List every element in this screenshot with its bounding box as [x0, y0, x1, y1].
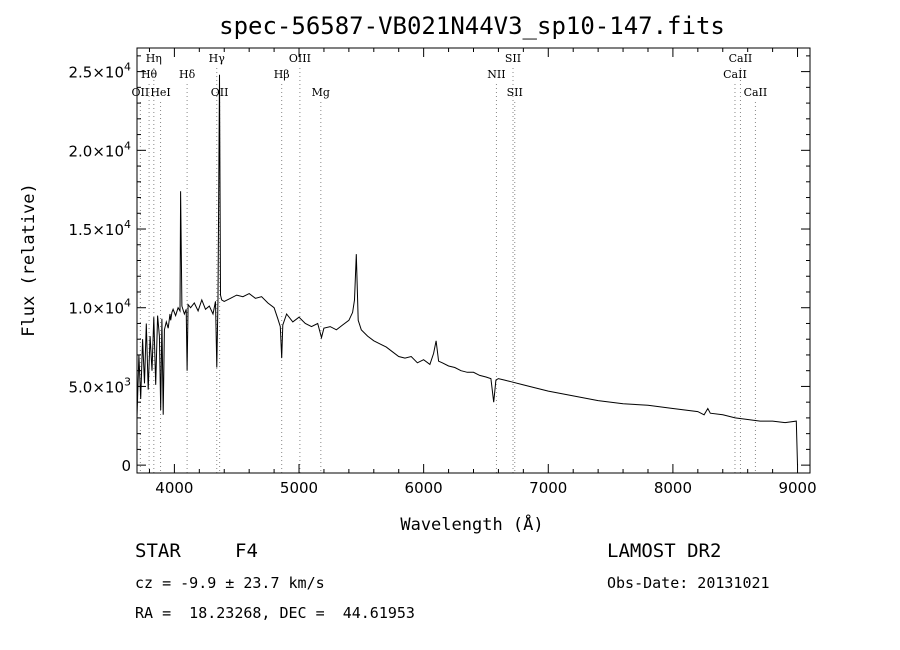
object-class: STAR — [135, 540, 181, 562]
line-marker-label: Hδ — [179, 68, 196, 81]
line-marker-label: SII — [505, 52, 521, 65]
x-tick-label: 7000 — [529, 479, 567, 497]
x-tick-label: 8000 — [654, 479, 692, 497]
x-tick-label: 5000 — [280, 479, 318, 497]
obs-date: Obs-Date: 20131021 — [607, 574, 770, 592]
line-marker-label: Hθ — [141, 68, 158, 81]
line-marker-label: NII — [487, 68, 505, 81]
spectrum-line — [136, 74, 798, 466]
line-marker-label: CaII — [729, 52, 753, 65]
line-marker-label: CaII — [723, 68, 747, 81]
y-tick-label: 1.5×104 — [68, 218, 131, 239]
x-tick-label: 9000 — [778, 479, 816, 497]
axes — [136, 47, 811, 474]
object-subclass: F4 — [235, 540, 258, 562]
x-tick-label: 6000 — [405, 479, 443, 497]
line-marker-label: OII — [132, 86, 150, 99]
line-marker-label: Hγ — [209, 52, 226, 65]
line-marker-label: Hβ — [274, 68, 290, 81]
line-marker-label: SII — [507, 86, 523, 99]
y-ticks: 0 5.0×103 1.0×104 1.5×104 2.0×104 2.5×104 — [68, 55, 810, 475]
y-tick-label: 5.0×103 — [68, 375, 131, 396]
line-marker-label: Hη — [146, 52, 162, 65]
y-tick-label: 2.0×104 — [68, 139, 131, 160]
y-tick-label: 0 — [121, 457, 131, 475]
plot-frame — [136, 47, 811, 474]
line-marker-label: Mg — [312, 86, 330, 99]
y-tick-label: 2.5×104 — [68, 61, 131, 82]
y-tick-label: 1.0×104 — [68, 297, 131, 318]
x-tick-label: 4000 — [155, 479, 193, 497]
x-axis-label: Wavelength (Å) — [400, 513, 543, 535]
coordinates: RA = 18.23268, DEC = 44.61953 — [135, 604, 415, 622]
line-marker-label: OIII — [289, 52, 311, 65]
y-axis-label: Flux (relative) — [19, 183, 39, 337]
line-marker-label: HeI — [150, 86, 170, 99]
x-ticks: 4000 5000 6000 7000 8000 9000 — [148, 48, 817, 497]
chart-title: spec-56587-VB021N44V3_sp10-147.fits — [219, 12, 725, 40]
redshift-text: cz = -9.9 ± 23.7 km/s — [135, 574, 325, 592]
survey-name: LAMOST DR2 — [607, 540, 722, 562]
line-marker-label: CaII — [744, 86, 768, 99]
